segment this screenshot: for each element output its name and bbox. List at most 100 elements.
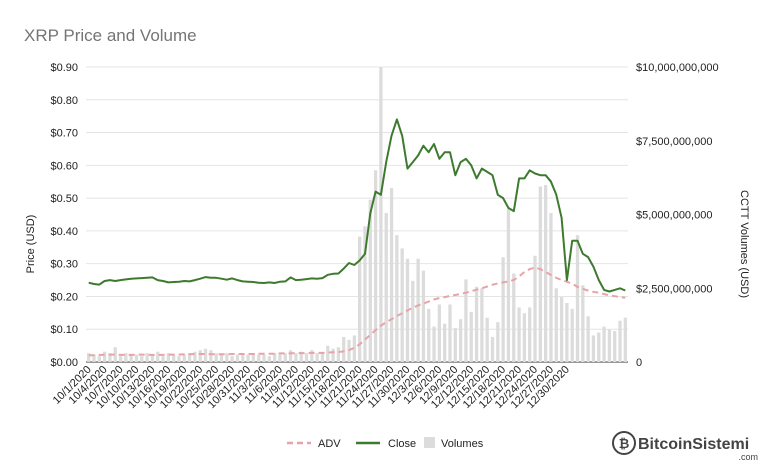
- volume-bar: [310, 350, 314, 362]
- volume-bar: [166, 353, 171, 362]
- volume-bar: [570, 308, 574, 362]
- x-axis-ticks: 10/1/202010/4/202010/7/202010/10/202010/…: [51, 364, 572, 411]
- volume-bar: [591, 335, 596, 362]
- volume-bar: [198, 350, 202, 362]
- volume-bar: [283, 353, 287, 362]
- volume-bar: [464, 279, 468, 362]
- left-tick-label: $0.90: [50, 62, 78, 74]
- volume-bar: [533, 255, 537, 362]
- volume-bar: [315, 353, 319, 362]
- volume-bar: [373, 170, 378, 362]
- volume-bar: [448, 304, 452, 362]
- volume-bar: [235, 354, 240, 362]
- volume-bar: [156, 351, 160, 362]
- volume-bar: [97, 356, 101, 362]
- volume-bar: [150, 354, 155, 362]
- volume-bar: [400, 248, 404, 362]
- volume-bar: [437, 304, 442, 362]
- watermark-brand: BitcoinSistemi: [638, 436, 749, 453]
- volume-bar: [262, 354, 266, 362]
- volume-bar: [225, 353, 229, 362]
- volume-bar: [272, 353, 277, 362]
- volume-bar: [565, 303, 569, 362]
- volume-bar: [172, 354, 176, 362]
- volume-bar: [177, 356, 181, 362]
- volume-bar: [443, 323, 447, 362]
- volume-bar: [304, 353, 309, 362]
- right-tick-label: $2,500,000,000: [636, 283, 712, 295]
- left-tick-label: $0.60: [50, 160, 78, 172]
- volume-bar: [597, 332, 601, 362]
- volume-bar: [140, 356, 144, 362]
- volume-bar: [246, 354, 250, 362]
- volume-bar: [411, 280, 415, 362]
- volume-bar: [294, 353, 298, 362]
- watermark-domain: .com: [738, 452, 758, 462]
- bitcoin-symbol-icon: ₿: [619, 436, 630, 451]
- legend-adv-label: ADV: [318, 438, 341, 450]
- volume-bar: [320, 353, 325, 362]
- volume-bar: [506, 208, 511, 362]
- right-tick-label: $10,000,000,000: [636, 62, 719, 74]
- volume-bar: [134, 354, 139, 362]
- volume-bar: [241, 353, 245, 362]
- volume-bar: [129, 354, 133, 362]
- left-tick-label: $0.50: [50, 193, 78, 205]
- volume-bar: [342, 336, 346, 362]
- left-tick-label: $0.80: [50, 95, 78, 107]
- volume-bar: [108, 353, 112, 362]
- volume-bar: [427, 308, 431, 362]
- volume-bar: [251, 353, 256, 362]
- volume-bar: [118, 356, 123, 362]
- volume-bar: [458, 319, 463, 362]
- volume-bar: [145, 353, 149, 362]
- volume-bar: [623, 317, 627, 362]
- volume-bar: [613, 331, 617, 362]
- volume-bar: [389, 187, 394, 362]
- legend-close-label: Close: [388, 438, 416, 450]
- volume-bar: [559, 297, 564, 362]
- volume-bar: [538, 186, 542, 362]
- left-tick-label: $0.10: [50, 324, 78, 336]
- volume-bar: [395, 235, 399, 362]
- volume-bar: [512, 273, 516, 362]
- right-axis-label: CCTT Volumes (USD): [738, 190, 750, 298]
- volume-bar: [618, 320, 622, 362]
- close-series: [88, 118, 626, 293]
- volume-bar: [607, 329, 612, 362]
- volume-bar: [102, 351, 107, 362]
- close-line: [88, 118, 626, 293]
- volume-bar: [368, 199, 372, 362]
- volume-bar: [278, 354, 282, 362]
- legend-volumes-swatch: [424, 437, 435, 448]
- left-tick-label: $0.30: [50, 259, 78, 271]
- volume-bar: [92, 354, 96, 362]
- volume-bar: [416, 258, 420, 362]
- volume-bar: [161, 356, 165, 362]
- volume-bar: [331, 348, 335, 362]
- volume-bar: [554, 288, 558, 362]
- volume-bar: [496, 322, 500, 362]
- volume-bar: [421, 270, 426, 362]
- volume-bar: [230, 356, 234, 362]
- volume-bar: [219, 354, 224, 362]
- volume-bar: [543, 185, 548, 362]
- volume-bar: [267, 356, 271, 362]
- chart-title: XRP Price and Volume: [24, 26, 197, 45]
- volume-bar: [299, 351, 303, 362]
- volume-bar: [182, 354, 186, 362]
- volume-bar: [575, 235, 580, 362]
- volume-bar: [352, 335, 356, 362]
- left-tick-label: $0.20: [50, 291, 78, 303]
- volume-bar: [586, 316, 590, 362]
- volume-bar: [549, 213, 553, 362]
- gridlines: [86, 66, 628, 363]
- volume-bar: [193, 351, 197, 362]
- volume-bar: [358, 236, 362, 362]
- legend: ADV Close Volumes: [287, 437, 484, 450]
- left-tick-label: $0.00: [50, 357, 78, 369]
- volume-bar: [469, 311, 473, 362]
- volume-bar: [113, 347, 117, 362]
- volume-bar: [432, 326, 436, 362]
